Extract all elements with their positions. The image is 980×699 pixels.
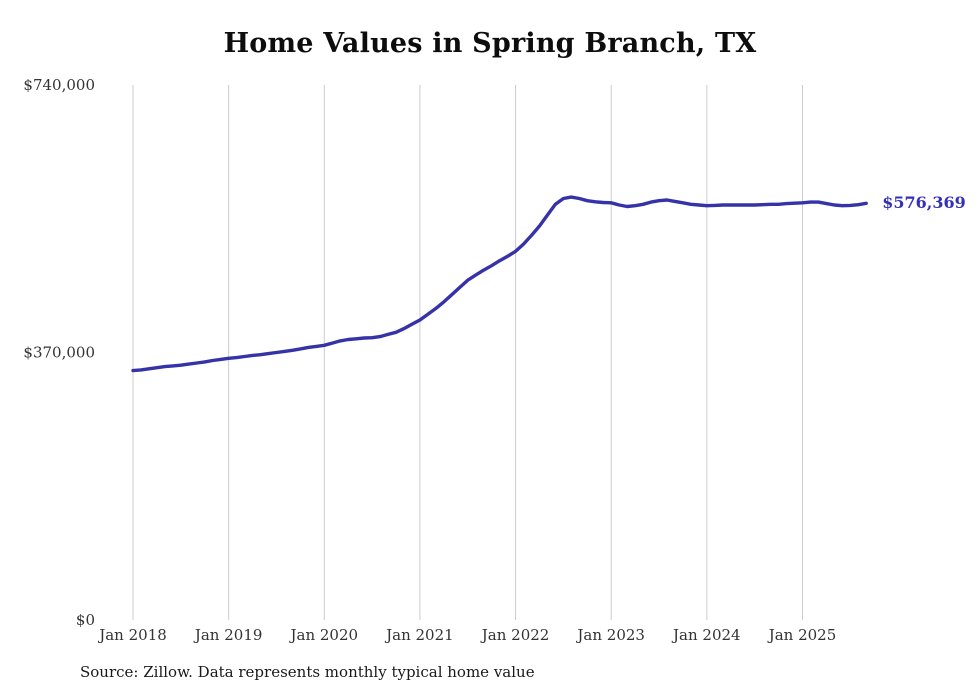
y-tick-label: $370,000 xyxy=(23,344,95,362)
x-tick-label: Jan 2025 xyxy=(767,626,837,644)
x-tick-label: Jan 2018 xyxy=(97,626,167,644)
home-value-line xyxy=(131,195,868,373)
source-note: Source: Zillow. Data represents monthly … xyxy=(80,663,535,681)
x-tick-label: Jan 2019 xyxy=(193,626,263,644)
chart-title: Home Values in Spring Branch, TX xyxy=(223,28,757,59)
y-tick-label: $740,000 xyxy=(23,76,95,94)
x-tick-label: Jan 2020 xyxy=(288,626,358,644)
x-tick-label: Jan 2021 xyxy=(384,626,454,644)
x-tick-label: Jan 2022 xyxy=(480,626,550,644)
x-tick-label: Jan 2024 xyxy=(671,626,741,644)
latest-value-label: $576,369 xyxy=(882,193,966,213)
y-tick-label: $0 xyxy=(76,611,95,629)
x-tick-label: Jan 2023 xyxy=(575,626,645,644)
